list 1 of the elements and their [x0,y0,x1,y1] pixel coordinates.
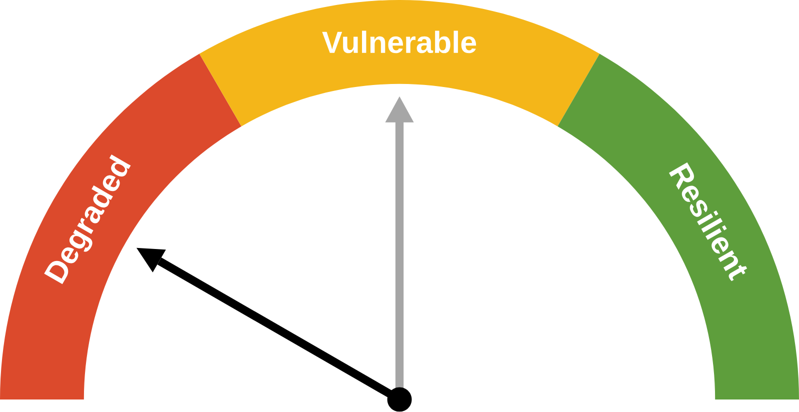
slice-label: Vulnerable [322,30,476,54]
